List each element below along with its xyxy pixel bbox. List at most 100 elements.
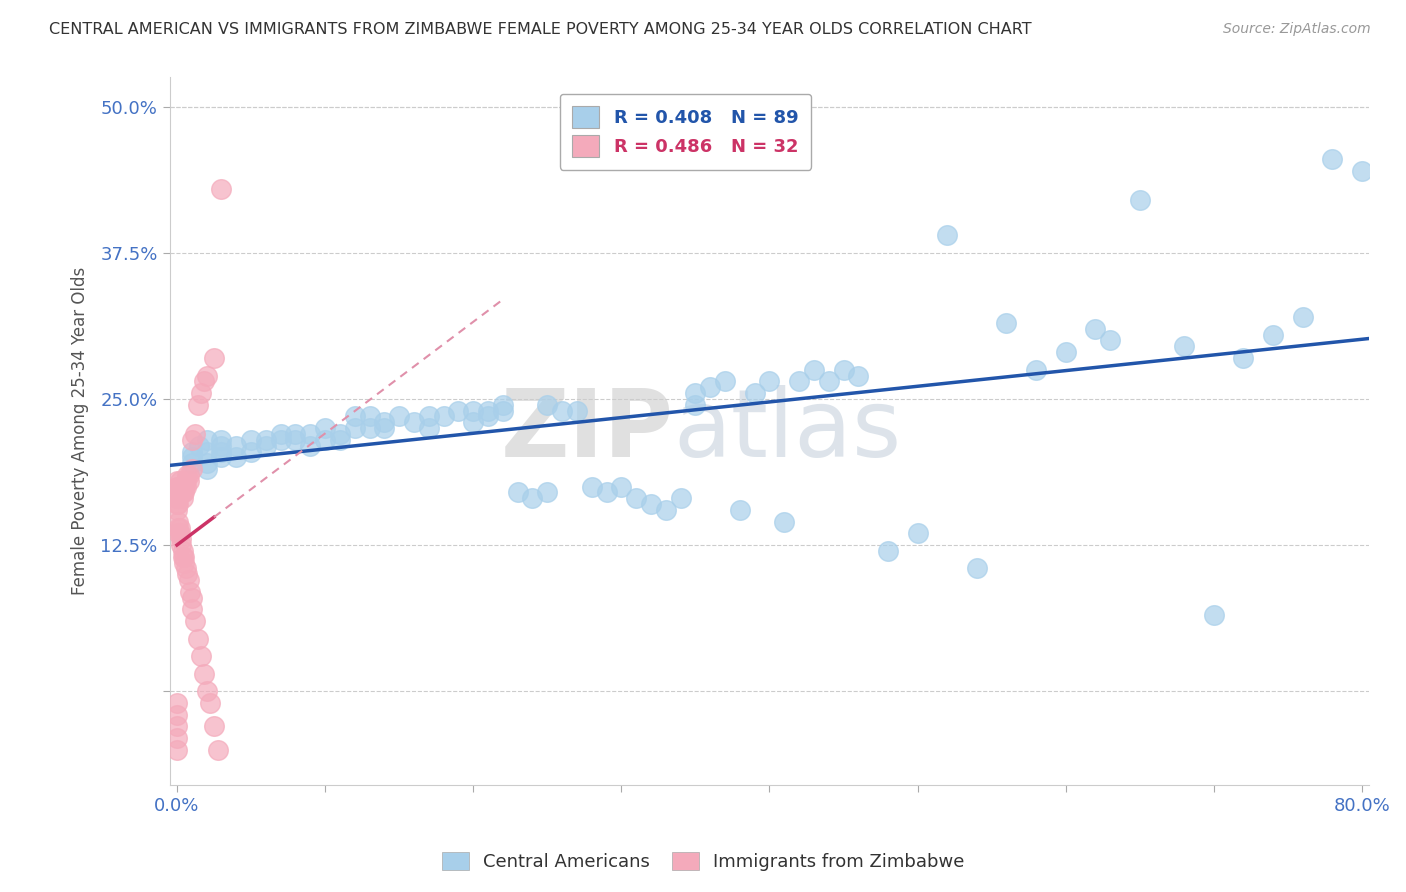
Point: [254, 439, 277, 453]
Point: [166, 719, 188, 733]
Text: CENTRAL AMERICAN VS IMMIGRANTS FROM ZIMBABWE FEMALE POVERTY AMONG 25-34 YEAR OLD: CENTRAL AMERICAN VS IMMIGRANTS FROM ZIMB…: [49, 22, 1032, 37]
Text: atlas: atlas: [673, 385, 901, 477]
Point: [187, 398, 209, 412]
Text: Source: ZipAtlas.com: Source: ZipAtlas.com: [1223, 22, 1371, 37]
Point: [173, 549, 195, 564]
Point: [359, 409, 381, 424]
Point: [966, 561, 988, 575]
Point: [188, 439, 211, 453]
Point: [447, 403, 470, 417]
Point: [166, 742, 188, 756]
Point: [193, 666, 215, 681]
Point: [177, 467, 200, 482]
Point: [195, 433, 218, 447]
Point: [180, 450, 202, 465]
Point: [183, 427, 205, 442]
Point: [1025, 362, 1047, 376]
Point: [744, 386, 766, 401]
Point: [225, 450, 247, 465]
Point: [174, 474, 197, 488]
Point: [172, 485, 194, 500]
Point: [195, 684, 218, 698]
Point: [167, 485, 190, 500]
Point: [195, 456, 218, 470]
Point: [463, 415, 485, 429]
Point: [209, 450, 232, 465]
Point: [176, 567, 198, 582]
Point: [254, 433, 277, 447]
Point: [172, 544, 194, 558]
Point: [180, 602, 202, 616]
Point: [167, 491, 190, 506]
Point: [1099, 334, 1122, 348]
Point: [167, 526, 190, 541]
Point: [418, 421, 440, 435]
Point: [329, 427, 352, 442]
Point: [209, 444, 232, 458]
Point: [166, 503, 188, 517]
Point: [565, 403, 588, 417]
Point: [270, 433, 292, 447]
Point: [240, 433, 263, 447]
Point: [640, 497, 662, 511]
Point: [183, 614, 205, 628]
Point: [1173, 339, 1195, 353]
Point: [610, 480, 633, 494]
Point: [174, 561, 197, 575]
Point: [1292, 310, 1315, 325]
Point: [209, 181, 232, 195]
Point: [170, 538, 193, 552]
Point: [492, 403, 515, 417]
Point: [202, 351, 225, 365]
Point: [167, 497, 190, 511]
Point: [699, 380, 721, 394]
Point: [1202, 608, 1225, 623]
Point: [817, 375, 839, 389]
Point: [506, 485, 529, 500]
Point: [270, 427, 292, 442]
Point: [190, 649, 212, 664]
Legend: Central Americans, Immigrants from Zimbabwe: Central Americans, Immigrants from Zimba…: [434, 845, 972, 879]
Point: [359, 421, 381, 435]
Y-axis label: Female Poverty Among 25-34 Year Olds: Female Poverty Among 25-34 Year Olds: [72, 267, 89, 595]
Point: [832, 362, 855, 376]
Point: [170, 533, 193, 547]
Point: [329, 433, 352, 447]
Point: [166, 731, 188, 745]
Point: [202, 719, 225, 733]
Point: [172, 491, 194, 506]
Point: [492, 398, 515, 412]
Point: [907, 526, 929, 541]
Legend: R = 0.408   N = 89, R = 0.486   N = 32: R = 0.408 N = 89, R = 0.486 N = 32: [560, 94, 811, 170]
Point: [173, 556, 195, 570]
Point: [284, 433, 307, 447]
Point: [803, 362, 825, 376]
Point: [595, 485, 617, 500]
Point: [174, 480, 197, 494]
Point: [209, 439, 232, 453]
Point: [173, 485, 195, 500]
Point: [170, 480, 193, 494]
Point: [195, 462, 218, 476]
Point: [418, 409, 440, 424]
Point: [877, 544, 900, 558]
Point: [314, 433, 336, 447]
Point: [343, 409, 366, 424]
Point: [179, 585, 201, 599]
Point: [685, 386, 707, 401]
Point: [728, 503, 751, 517]
Point: [299, 427, 322, 442]
Point: [936, 228, 959, 243]
Point: [551, 403, 574, 417]
Point: [522, 491, 544, 506]
Point: [1261, 327, 1284, 342]
Point: [373, 421, 395, 435]
Point: [787, 375, 810, 389]
Point: [655, 503, 678, 517]
Point: [180, 591, 202, 605]
Point: [669, 491, 692, 506]
Point: [190, 386, 212, 401]
Point: [1322, 153, 1344, 167]
Point: [773, 515, 796, 529]
Point: [166, 474, 188, 488]
